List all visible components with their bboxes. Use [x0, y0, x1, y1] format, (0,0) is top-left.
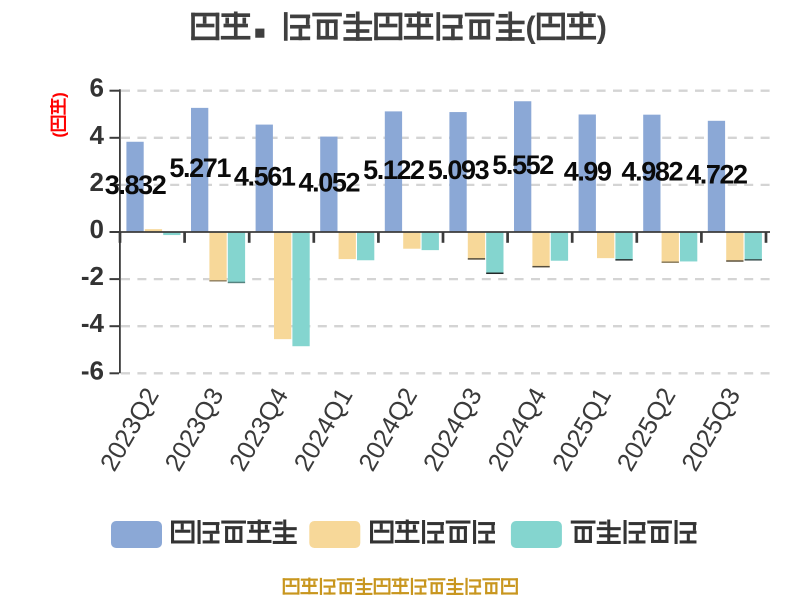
svg-text:4.99: 4.99 — [564, 156, 612, 186]
svg-text:4.982: 4.982 — [622, 157, 683, 187]
svg-text:-4: -4 — [81, 308, 105, 338]
svg-text:4.722: 4.722 — [686, 160, 747, 190]
svg-text:5.552: 5.552 — [492, 150, 553, 180]
svg-text:4.052: 4.052 — [299, 168, 360, 198]
svg-text:2: 2 — [90, 167, 104, 197]
svg-text:3.832: 3.832 — [105, 170, 166, 200]
svg-text:-6: -6 — [81, 355, 104, 385]
svg-text:): ) — [50, 92, 69, 98]
svg-text:4: 4 — [90, 120, 105, 150]
svg-text:5.122: 5.122 — [363, 155, 424, 185]
svg-text:5.093: 5.093 — [428, 155, 490, 185]
svg-text:-2: -2 — [81, 261, 104, 291]
svg-text:(: ( — [50, 132, 69, 138]
svg-text:5.271: 5.271 — [169, 153, 231, 183]
svg-text:6: 6 — [90, 73, 104, 103]
svg-text:4.561: 4.561 — [234, 162, 296, 192]
svg-text:): ) — [597, 11, 607, 45]
svg-text:(: ( — [526, 11, 537, 45]
svg-text:0: 0 — [90, 214, 104, 244]
